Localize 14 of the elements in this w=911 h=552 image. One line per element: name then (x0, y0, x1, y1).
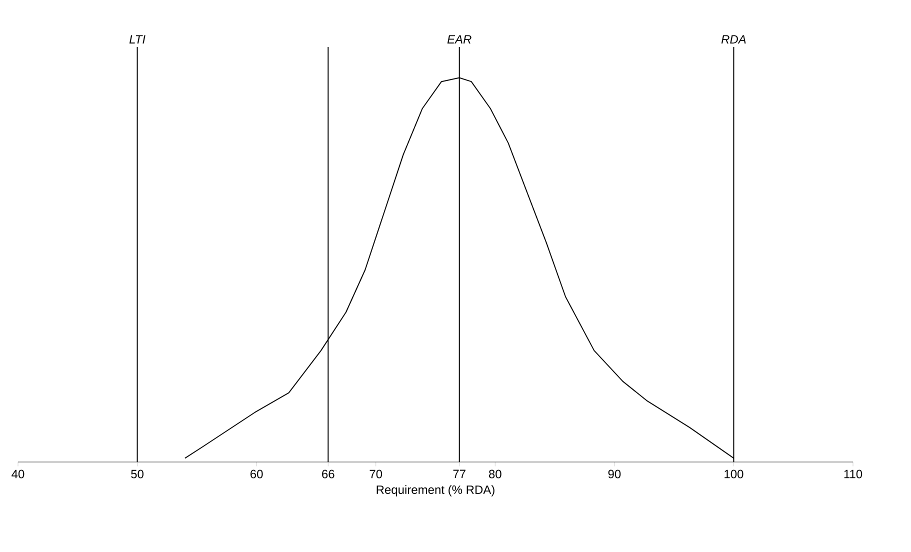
x-tick-label: 110 (844, 470, 862, 478)
ref-line-label: RDA (721, 35, 746, 44)
x-tick-label: 80 (488, 470, 502, 478)
x-tick-label: 60 (250, 470, 263, 478)
x-axis-title: Requirement (% RDA) (376, 485, 494, 496)
ref-line-label: LTI (129, 35, 146, 44)
x-tick-label: 66 (322, 470, 334, 478)
x-tick-label: 77 (453, 470, 466, 478)
x-tick-label: 70 (370, 470, 382, 478)
x-tick-label: 40 (12, 470, 24, 478)
x-tick-label: 100 (724, 470, 744, 478)
ref-line-label: EAR (447, 35, 472, 44)
x-tick-label: 50 (131, 470, 144, 478)
x-tick-label: 90 (608, 470, 621, 478)
